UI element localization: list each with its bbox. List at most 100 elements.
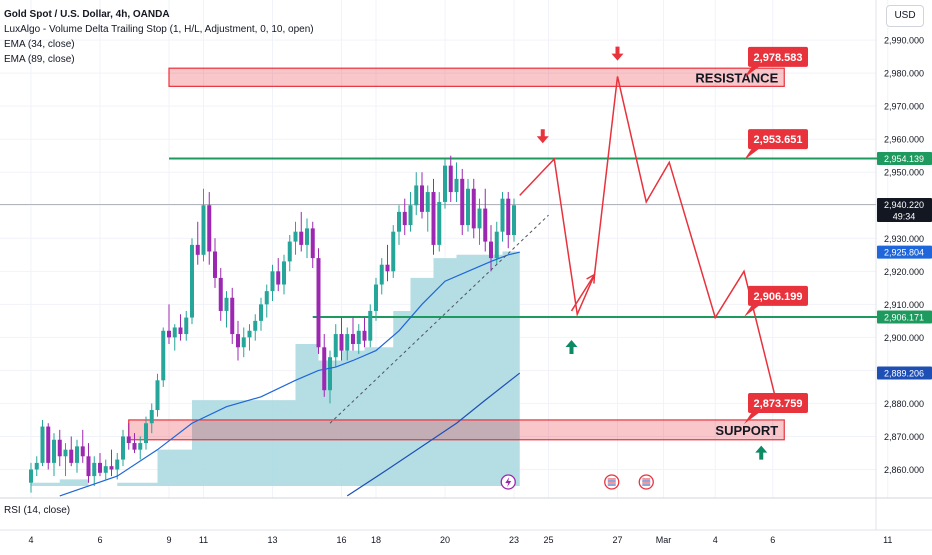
time-tick-label: Mar (656, 535, 672, 545)
candle-body (512, 205, 516, 235)
candle-body (379, 264, 384, 285)
candle-body (172, 327, 177, 338)
price-tick-label: 2,960.000 (884, 135, 924, 145)
candle-body (86, 456, 91, 477)
symbol-title[interactable]: Gold Spot / U.S. Dollar, 4h, OANDA (4, 9, 170, 20)
candle-body (385, 264, 390, 272)
time-tick-label: 27 (612, 535, 622, 545)
candle-body (333, 334, 338, 358)
candle-body (167, 330, 171, 338)
candle-body (46, 426, 51, 463)
candles (29, 155, 516, 493)
candle-body (121, 436, 125, 460)
price-tick-label: 2,880.000 (884, 399, 924, 409)
candle-body (178, 327, 183, 335)
flag-icon (604, 474, 620, 490)
callout-box (748, 129, 808, 150)
candle-body (103, 466, 108, 473)
bounce-arrowhead (586, 273, 596, 284)
price-label-box (877, 366, 932, 380)
candle-body (224, 297, 229, 311)
candle-body (397, 211, 401, 232)
candle-body (339, 334, 344, 351)
callout-box (748, 393, 808, 414)
time-tick-label: 25 (543, 535, 553, 545)
arrow-down-icon (611, 46, 624, 61)
price-label-text: 2,906.171 (884, 312, 924, 322)
candle-body (184, 317, 189, 335)
candle-body (40, 426, 45, 463)
candle-body (402, 211, 407, 226)
candle-body (328, 357, 332, 391)
indicator-volume-delta[interactable]: LuxAlgo - Volume Delta Trailing Stop (1,… (4, 24, 314, 35)
time-tick-label: 16 (336, 535, 346, 545)
candle-body (466, 188, 470, 226)
price-tick-label: 2,910.000 (884, 300, 924, 310)
time-axis: 4691113161820232527Mar461113 (28, 535, 892, 545)
price-label-box (877, 310, 932, 324)
candle-body (155, 380, 160, 411)
indicator-ema-34[interactable]: EMA (34, close) (4, 39, 75, 50)
time-tick-label: 6 (97, 535, 102, 545)
candle-body (92, 462, 97, 477)
candle-body (460, 178, 465, 226)
candle-body (207, 205, 212, 252)
candle-body (230, 297, 235, 335)
candle-body (425, 192, 430, 212)
candle-body (109, 466, 114, 470)
price-tick-label: 2,980.000 (884, 69, 924, 79)
candle-body (276, 271, 281, 285)
candle-body (247, 330, 252, 338)
candle-body (316, 258, 321, 348)
candle-body (506, 198, 511, 235)
callout-label: 2,873.759 (754, 398, 803, 410)
resistance-zone-label: RESISTANCE (695, 70, 778, 85)
price-tick-label: 2,860.000 (884, 465, 924, 475)
candle-body (282, 261, 286, 285)
candle-body (351, 334, 355, 344)
indicator-ema-89[interactable]: EMA (89, close) (4, 54, 75, 65)
currency-button[interactable]: USD (886, 5, 924, 27)
candle-body (80, 446, 85, 457)
callout-pointer (744, 412, 760, 425)
candle-body (287, 241, 292, 262)
candle-body (483, 208, 488, 242)
callout-pointer (744, 148, 760, 161)
candle-body (408, 205, 413, 226)
price-tick-label: 2,970.000 (884, 102, 924, 112)
ascending-trendline (329, 214, 549, 424)
candle-body (356, 330, 361, 344)
candle-body (299, 231, 304, 245)
candle-body (293, 231, 298, 242)
candle-body (190, 244, 194, 318)
candle-body (138, 443, 143, 450)
candle-body (437, 201, 442, 245)
candle-body (69, 449, 74, 463)
candle-body (115, 459, 120, 470)
candle-body (264, 291, 269, 305)
price-label-countdown: 49:34 (893, 212, 916, 222)
price-tick-label: 2,870.000 (884, 432, 924, 442)
candle-body (414, 185, 419, 206)
candle-body (126, 436, 131, 444)
price-label-text: 2,954.139 (884, 154, 924, 164)
callout-label: 2,978.583 (754, 52, 803, 64)
arrow-up-icon (755, 445, 768, 460)
price-label-box (877, 152, 932, 166)
rsi-pane-label[interactable]: RSI (14, close) (4, 505, 71, 516)
callout-label: 2,906.199 (754, 291, 803, 303)
support-zone-label: SUPPORT (715, 423, 778, 438)
candle-body (391, 231, 396, 272)
lightning-icon (505, 477, 512, 487)
time-tick-label: 11 (199, 535, 208, 545)
price-tick-label: 2,930.000 (884, 234, 924, 244)
flag-icon (638, 474, 654, 490)
candle-body (195, 244, 200, 255)
callout-label: 2,953.651 (754, 134, 803, 146)
time-tick-label: 11 (883, 535, 892, 545)
candle-body (213, 251, 217, 278)
chart-legend: Gold Spot / U.S. Dollar, 4h, OANDA LuxAl… (4, 7, 314, 67)
callout-box (748, 46, 808, 67)
